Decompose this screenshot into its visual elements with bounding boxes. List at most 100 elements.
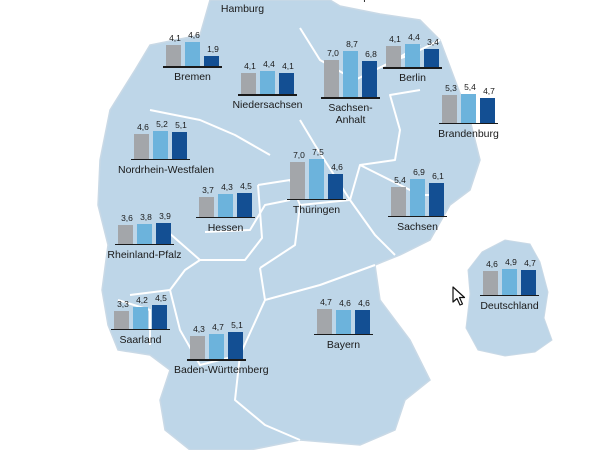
- value-label: 4,5: [240, 181, 252, 191]
- value-label: 4,6: [358, 297, 370, 308]
- bar: [317, 309, 332, 334]
- value-label: 4,1: [169, 32, 181, 43]
- bar: [204, 56, 219, 67]
- bar-baseline: [287, 198, 346, 201]
- value-label: 4,6: [331, 162, 343, 173]
- bar: [483, 270, 498, 295]
- bar: [328, 174, 343, 199]
- region-label: Niedersachsen: [232, 99, 303, 112]
- bar: [461, 94, 476, 123]
- region-label: Sachsen- Anhalt: [328, 102, 373, 127]
- value-label: 3,6: [121, 212, 133, 223]
- bar-baseline: [480, 294, 539, 297]
- value-label: 4,1: [282, 60, 294, 71]
- bar: [156, 223, 171, 244]
- value-label: 7,0: [327, 48, 339, 58]
- value-label: 4,6: [188, 30, 200, 40]
- value-label: 3,8: [140, 211, 152, 222]
- value-label: 4,5: [155, 293, 167, 303]
- bar: [133, 306, 148, 329]
- value-label: 5,1: [175, 119, 187, 130]
- value-label: 4,4: [408, 32, 420, 42]
- region-label: Thüringen: [292, 203, 341, 216]
- bar: [480, 97, 495, 123]
- inset-outline: [465, 239, 553, 357]
- bar-baseline: [314, 333, 373, 336]
- region-label: Deutschland: [480, 299, 539, 312]
- value-label: 7,0: [293, 149, 305, 160]
- value-label: 6,1: [432, 171, 444, 182]
- value-label: 3,3: [117, 299, 129, 310]
- value-label: 5,3: [445, 82, 457, 93]
- bar-baseline: [111, 328, 170, 331]
- value-label: 1,9: [207, 44, 219, 55]
- bar: [442, 94, 457, 123]
- bar-baseline: [388, 215, 447, 218]
- value-label: 4,7: [524, 258, 536, 269]
- bar: [237, 193, 252, 217]
- value-label: 4,3: [221, 182, 233, 193]
- bar: [166, 44, 181, 67]
- region-label: Berlin: [399, 72, 426, 85]
- value-label: 4,7: [320, 297, 332, 307]
- bar: [362, 61, 377, 98]
- region-label: Bayern: [326, 338, 361, 351]
- value-label: 5,4: [394, 174, 406, 185]
- value-label: 4,6: [339, 297, 351, 308]
- value-label: 6,8: [365, 49, 377, 60]
- region-label: Baden-Württemberg: [174, 364, 269, 377]
- bar: [209, 334, 224, 360]
- bar: [355, 309, 370, 334]
- bar-baseline: [439, 122, 498, 125]
- bar: [410, 179, 425, 216]
- bar: [502, 269, 517, 295]
- bar: [228, 332, 243, 360]
- value-label: 4,1: [389, 33, 401, 44]
- bar-baseline: [196, 216, 255, 219]
- region-label: Saarland: [119, 333, 162, 346]
- value-label: 4,1: [244, 60, 256, 71]
- bar-baseline: [187, 359, 246, 361]
- region-label: Nordrhein-Westfalen: [118, 163, 215, 176]
- value-label: 5,1: [231, 320, 243, 330]
- region-label: Hessen: [207, 221, 244, 234]
- bar-baseline: [383, 67, 442, 69]
- bar: [309, 159, 324, 199]
- bar: [279, 72, 294, 95]
- bar-baseline: [321, 97, 380, 99]
- value-label: 3,7: [202, 185, 214, 196]
- bar: [241, 72, 256, 95]
- bar: [405, 44, 420, 68]
- bar: [190, 336, 205, 360]
- bar: [429, 183, 444, 216]
- bar: [386, 45, 401, 68]
- bar: [336, 309, 351, 334]
- value-label: 4,7: [483, 85, 495, 96]
- region-label: Sachsen: [397, 220, 438, 233]
- bar: [152, 305, 167, 329]
- bar: [260, 71, 275, 95]
- region-label: Bremen: [174, 71, 211, 84]
- bar: [218, 194, 233, 217]
- value-label: 3,4: [427, 37, 439, 48]
- bar: [137, 223, 152, 244]
- bar: [153, 131, 168, 159]
- bar: [185, 42, 200, 67]
- bar: [172, 131, 187, 159]
- region-label: Hamburg: [220, 2, 265, 15]
- region-label: Rheinland-Pfalz: [107, 248, 182, 261]
- bar: [521, 270, 536, 295]
- bar: [114, 311, 129, 329]
- value-label: 4,6: [137, 122, 149, 133]
- bar-baseline: [131, 158, 190, 161]
- region-label: Brandenburg: [438, 127, 499, 140]
- value-label: 4,6: [486, 258, 498, 269]
- value-label: 6,9: [413, 167, 425, 177]
- value-label: 3,9: [159, 211, 171, 221]
- bar-baseline: [238, 94, 297, 96]
- mouse-pointer-icon: [452, 286, 466, 306]
- region-label: Mecklenburg-Vorpommern: [335, 0, 420, 3]
- bar: [134, 134, 149, 159]
- value-label: 7,5: [312, 147, 324, 157]
